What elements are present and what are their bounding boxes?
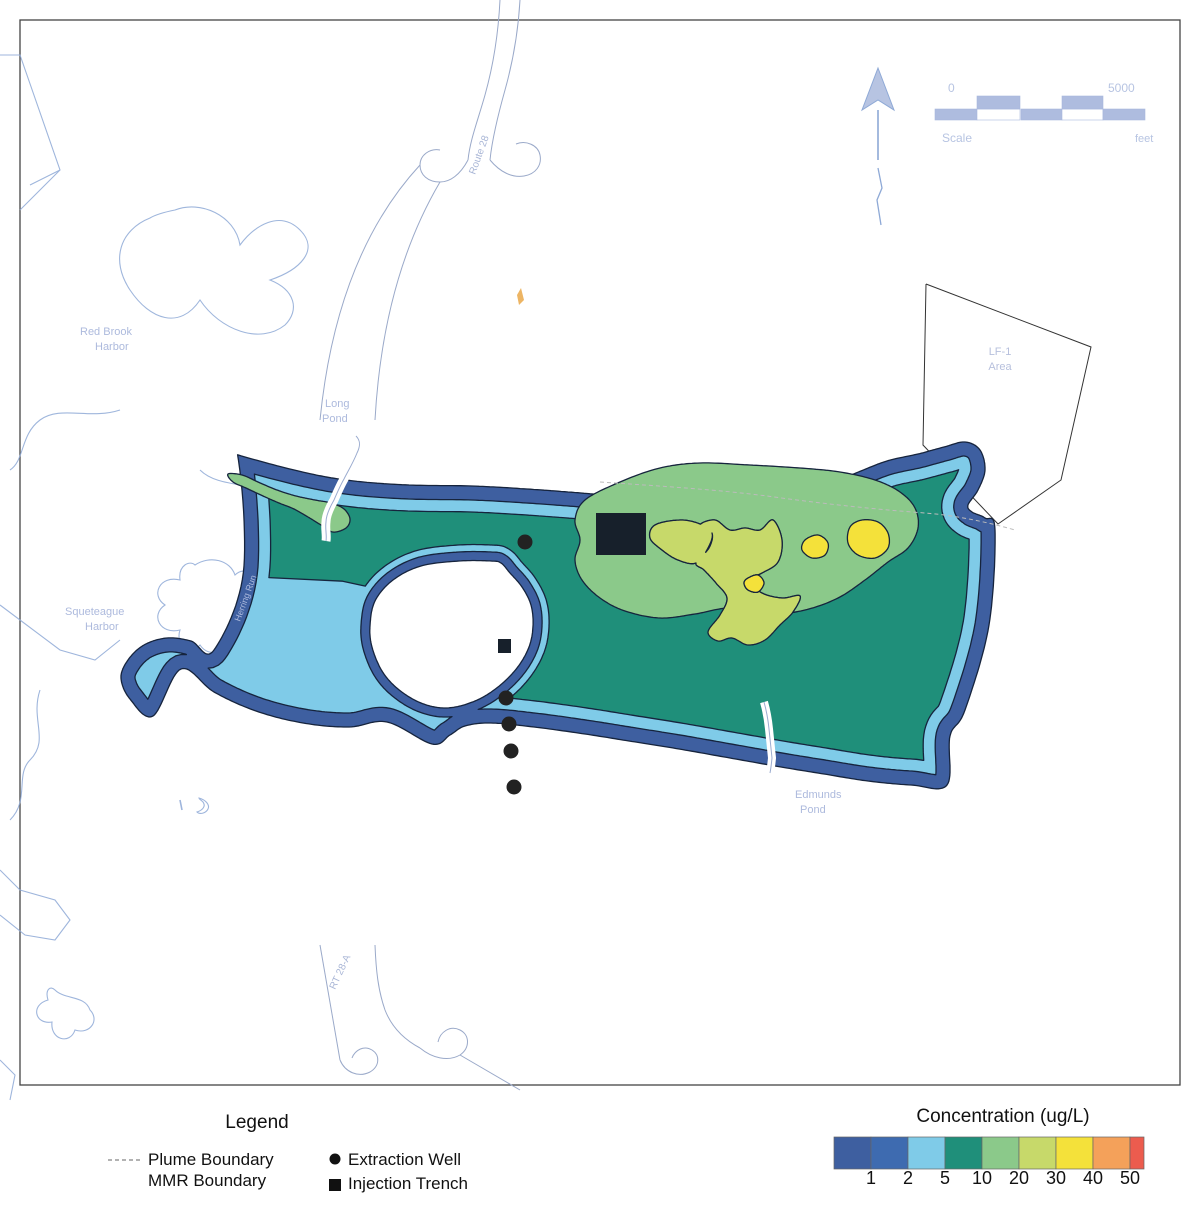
svg-text:Long: Long [325,398,349,410]
svg-text:Legend: Legend [225,1112,288,1133]
svg-text:50: 50 [1120,1168,1140,1188]
svg-text:Concentration (ug/L): Concentration (ug/L) [916,1106,1089,1127]
svg-text:Area: Area [988,361,1012,373]
svg-text:10: 10 [972,1168,992,1188]
svg-text:Harbor: Harbor [95,341,129,353]
svg-text:0: 0 [948,81,955,95]
svg-text:Plume Boundary: Plume Boundary [148,1150,274,1169]
svg-text:Route 28: Route 28 [467,134,491,176]
svg-text:2: 2 [903,1168,913,1188]
svg-text:Pond: Pond [322,413,348,425]
svg-text:Pond: Pond [800,804,826,816]
svg-text:Red Brook: Red Brook [80,326,132,338]
svg-text:Squeteague: Squeteague [65,606,124,618]
svg-text:RT 28-A: RT 28-A [328,953,354,991]
svg-text:Injection Trench: Injection Trench [348,1174,468,1193]
svg-text:1: 1 [866,1168,876,1188]
svg-text:20: 20 [1009,1168,1029,1188]
svg-text:feet: feet [1135,133,1153,145]
svg-text:40: 40 [1083,1168,1103,1188]
svg-text:30: 30 [1046,1168,1066,1188]
svg-text:5: 5 [940,1168,950,1188]
svg-text:Harbor: Harbor [85,621,119,633]
svg-text:5000: 5000 [1108,81,1135,95]
svg-text:LF-1: LF-1 [989,346,1012,358]
svg-text:Edmunds: Edmunds [795,789,842,801]
svg-text:Extraction Well: Extraction Well [348,1150,461,1169]
svg-text:MMR Boundary: MMR Boundary [148,1171,267,1190]
svg-text:Scale: Scale [942,131,972,145]
